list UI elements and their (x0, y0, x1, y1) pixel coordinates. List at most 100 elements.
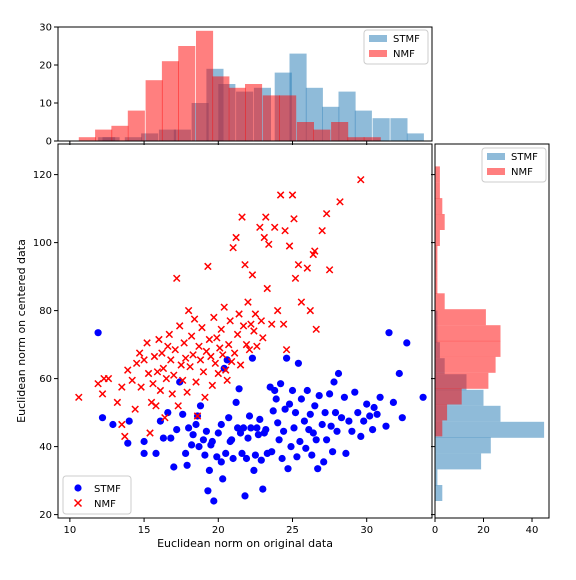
nmf-point (259, 334, 267, 342)
nmf-point (186, 362, 194, 371)
nmf-point-stroke (251, 310, 260, 318)
stmf-point (318, 420, 326, 429)
nmf-point (220, 303, 228, 311)
stmf-point (140, 449, 148, 457)
nmf-point (290, 215, 298, 223)
nmf-point (132, 359, 141, 368)
nmf-point (224, 340, 233, 349)
top-hist-bar (111, 125, 129, 141)
top-hist-y-tick-label: 30 (39, 23, 52, 34)
top-hist-bar (212, 76, 230, 141)
nmf-point (357, 175, 365, 184)
y-tick-label: 100 (33, 238, 52, 249)
nmf-point-stroke (118, 420, 126, 429)
y-tick-label: 60 (39, 374, 52, 385)
nmf-point-stroke (210, 313, 218, 322)
right-hist-bar (435, 405, 501, 422)
nmf-point-stroke (149, 379, 157, 388)
nmf-point-stroke (232, 233, 240, 242)
nmf-point-stroke (263, 284, 271, 293)
stmf-point (281, 405, 289, 413)
nmf-point (193, 412, 202, 420)
right-hist-bar (435, 182, 440, 199)
stmf-point (333, 427, 341, 435)
nmf-point-stroke (260, 233, 269, 242)
nmf-point (124, 366, 132, 374)
top-hist-bar (262, 95, 280, 141)
nmf-point-stroke (236, 361, 245, 369)
stmf-point (245, 412, 254, 420)
stmf-point (277, 380, 285, 388)
stmf-point (204, 487, 212, 495)
nmf-point (152, 402, 160, 410)
nmf-point (294, 260, 303, 269)
nmf-point-stroke (245, 345, 254, 354)
top-hist-bar (347, 137, 365, 141)
top-hist-bar (406, 133, 424, 141)
top-hist-bar (196, 30, 214, 141)
nmf-point-stroke (170, 371, 178, 379)
nmf-point-stroke (273, 306, 282, 315)
nmf-point (98, 390, 107, 398)
nmf-point (281, 226, 289, 235)
nmf-point (150, 352, 159, 361)
top-hist-bar (372, 118, 390, 141)
top-hist-y-tick-label: 10 (39, 99, 52, 110)
top-histogram-legend: STMF NMF (363, 29, 429, 65)
nmf-point (104, 374, 113, 383)
top-hist-bar (363, 137, 381, 141)
nmf-point-stroke (336, 198, 344, 206)
nmf-point (256, 223, 264, 232)
nmf-point-stroke (186, 362, 194, 371)
stmf-point (330, 378, 338, 386)
stmf-point (188, 441, 196, 449)
y-tick-label: 20 (39, 510, 52, 521)
nmf-point-stroke (267, 320, 276, 328)
legend-nmf-label: NMF (94, 499, 116, 510)
top-hist-bar (127, 110, 145, 141)
nmf-point-stroke (250, 327, 258, 335)
nmf-point (306, 306, 315, 315)
right-hist-nmf (435, 166, 501, 437)
nmf-point (248, 271, 257, 279)
stmf-point (253, 424, 261, 432)
nmf-point (229, 243, 237, 252)
nmf-point (216, 344, 224, 352)
nmf-point (223, 376, 231, 385)
nmf-point (219, 351, 227, 359)
nmf-point-stroke (161, 413, 169, 422)
right-hist-x-tick-label: 40 (526, 525, 539, 536)
nmf-point-stroke (104, 374, 113, 383)
nmf-point-stroke (174, 402, 182, 410)
stmf-point (170, 463, 178, 471)
nmf-point (235, 310, 243, 318)
nmf-point-stroke (152, 402, 160, 410)
top-hist-frame (57, 26, 433, 142)
right-legend-stmf-label: STMF (511, 152, 538, 163)
stmf-point (259, 485, 267, 493)
nmf-point (118, 383, 126, 391)
nmf-point-stroke (150, 352, 159, 361)
nmf-point (230, 349, 239, 357)
stmf-point (327, 422, 335, 430)
top-hist-bar (296, 122, 314, 141)
nmf-point (247, 320, 255, 328)
scatter-frame (57, 143, 433, 519)
right-hist-bar (435, 453, 482, 470)
nmf-point-stroke (199, 368, 208, 376)
nmf-point-stroke (241, 260, 249, 269)
right-histogram-panel: 0 20 40 (431, 143, 550, 536)
stmf-point (288, 386, 297, 395)
top-hist-bar (331, 122, 349, 141)
nmf-point-stroke (180, 339, 188, 347)
nmf-point (181, 354, 190, 362)
stmf-point (309, 429, 317, 437)
nmf-point (291, 274, 300, 283)
nmf-point (226, 317, 234, 325)
right-legend-nmf-label: NMF (511, 167, 533, 178)
stmf-point (124, 439, 132, 447)
nmf-point-stroke (162, 374, 171, 383)
nmf-point-stroke (168, 390, 177, 398)
nmf-point (245, 345, 254, 354)
nmf-point (158, 349, 166, 357)
